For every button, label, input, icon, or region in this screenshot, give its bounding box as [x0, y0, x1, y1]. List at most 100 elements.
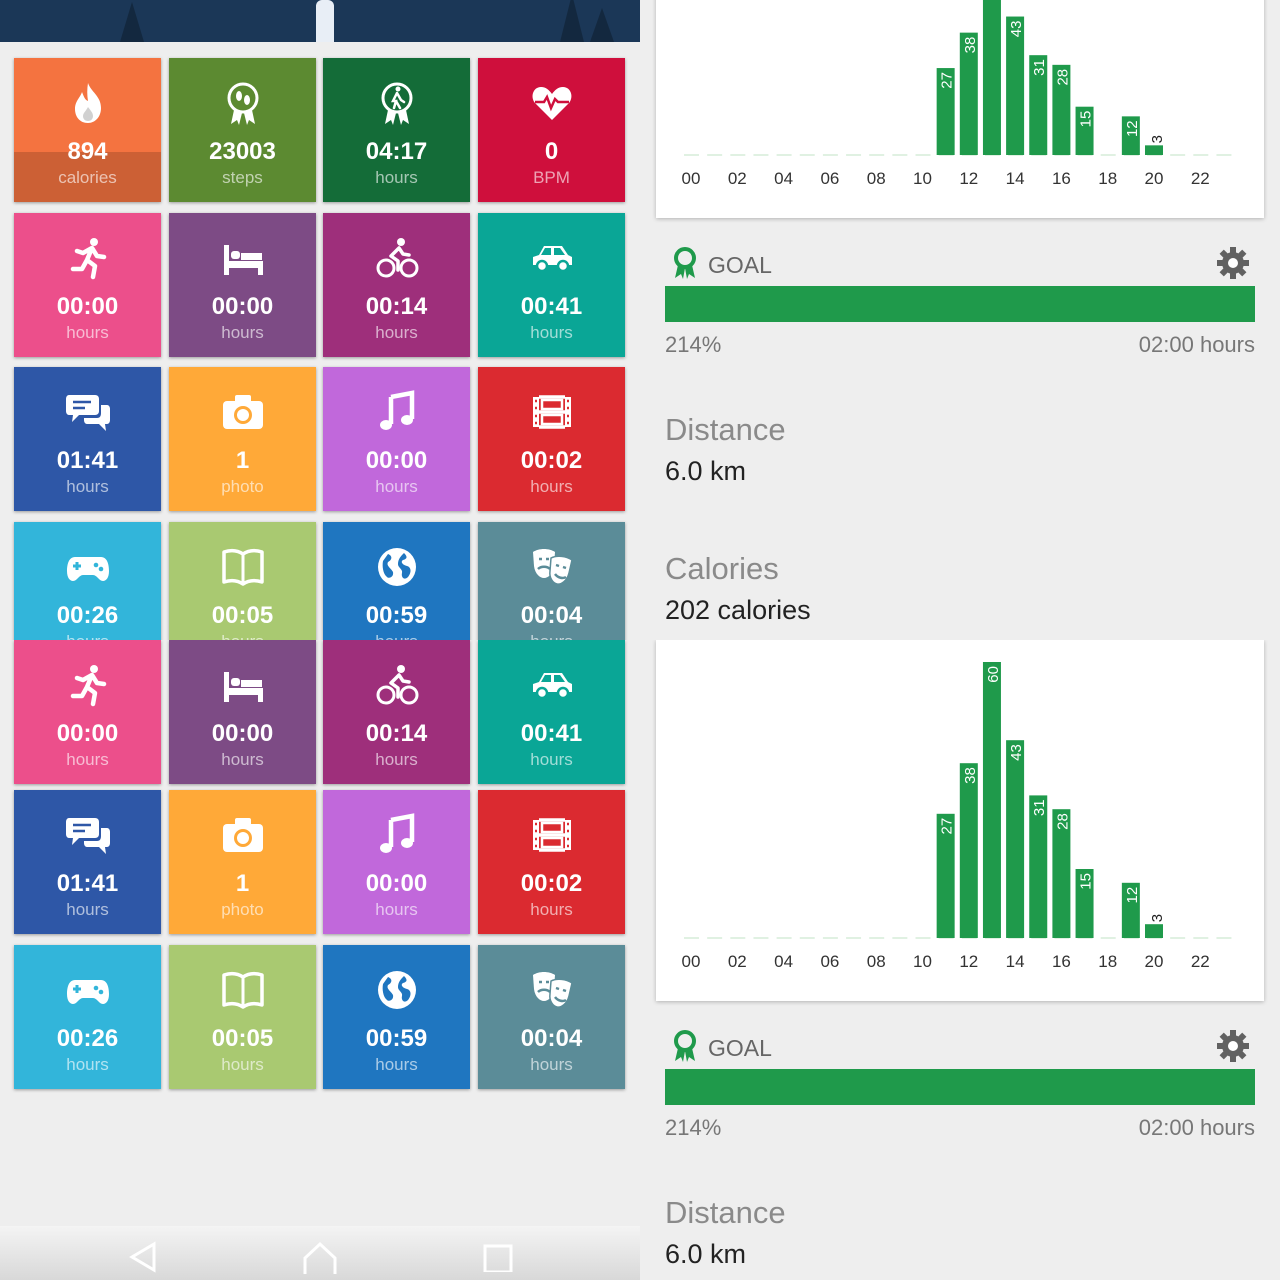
tile-value: 00:00 — [211, 293, 274, 320]
tile-value: 00:00 — [211, 720, 274, 747]
cycling-icon — [323, 658, 470, 712]
navigation-bar — [0, 1226, 640, 1280]
tile-cycling[interactable]: 00:14 hours — [323, 640, 470, 784]
tile-unit: hours — [221, 750, 264, 769]
tile-camera[interactable]: 1 photo — [169, 367, 316, 511]
tile-unit: hours — [375, 1055, 418, 1074]
award-ribbon-icon — [674, 247, 696, 279]
tile-value: 00:14 — [365, 720, 428, 747]
tile-shade — [14, 152, 161, 202]
film-icon — [478, 385, 625, 439]
chart-card: 27 38 60 43 31 28 15 12 3 00 02 04 06 08 10 12 14 16 18 20 2… — [656, 640, 1264, 1001]
chart-tick-label: 14 — [1006, 169, 1025, 188]
goal-progress-fill — [665, 286, 1255, 322]
tile-unit: hours — [530, 750, 573, 769]
tile-value: 00:59 — [365, 1025, 428, 1052]
tile-theater-masks[interactable]: 00:04 hours — [478, 522, 625, 640]
chat-icon — [14, 808, 161, 862]
back-icon[interactable] — [126, 1240, 160, 1274]
distance-value: 6.0 km — [665, 456, 747, 486]
tile-value: 00:00 — [56, 293, 119, 320]
tile-running[interactable]: 00:00 hours — [14, 640, 161, 784]
chart-tick-label: 12 — [959, 169, 978, 188]
tile-book[interactable]: 00:05 hours — [169, 522, 316, 640]
tile-theater-masks[interactable]: 00:04 hours — [478, 945, 625, 1089]
goal-progress-bar — [665, 1069, 1255, 1105]
recents-icon[interactable] — [482, 1240, 514, 1272]
home-icon[interactable] — [302, 1240, 338, 1276]
chart-bar — [959, 32, 978, 155]
gear-icon[interactable] — [1216, 1029, 1250, 1063]
chart-bar — [1145, 145, 1163, 155]
tile-unit: photo — [221, 900, 264, 919]
chart-bar — [1006, 16, 1025, 155]
tile-value: 00:05 — [211, 1025, 274, 1052]
tile-globe[interactable]: 00:59 hours — [323, 945, 470, 1089]
tile-unit: hours — [66, 750, 109, 769]
chart-bar — [1029, 55, 1048, 155]
tile-cycling[interactable]: 00:14 hours — [323, 213, 470, 357]
chart-data-label: 27 — [939, 72, 956, 89]
car-icon — [478, 231, 625, 285]
tile-value: 0 — [544, 138, 559, 165]
chart-tick-label: 20 — [1145, 952, 1164, 971]
chart-data-label: 27 — [939, 818, 956, 835]
tile-unit: hours — [323, 632, 470, 640]
walk-award-icon — [323, 76, 470, 130]
tile-value: 1 — [235, 447, 250, 474]
tile-music[interactable]: 00:00 hours — [323, 790, 470, 934]
tile-unit: hours — [375, 900, 418, 919]
tile-value: 23003 — [209, 138, 276, 165]
tile-unit: hours — [66, 1055, 109, 1074]
tile-value: 00:04 — [520, 1025, 583, 1052]
tile-value: 00:26 — [56, 602, 119, 629]
chart-tick-label: 06 — [820, 952, 839, 971]
tile-gamepad[interactable]: 00:26 hours — [14, 522, 161, 640]
tile-walk-award[interactable]: 04:17 hours — [323, 58, 470, 202]
header-banner — [0, 0, 640, 42]
tile-camera[interactable]: 1 photo — [169, 790, 316, 934]
goal-target: 02:00 hours — [1138, 1115, 1255, 1140]
tile-chat[interactable]: 01:41 hours — [14, 790, 161, 934]
tile-car[interactable]: 00:41 hours — [478, 640, 625, 784]
goal-header: GOAL — [670, 1027, 1260, 1067]
tile-gamepad[interactable]: 00:26 hours — [14, 945, 161, 1089]
chart-bar — [1075, 106, 1094, 155]
chart-bar — [936, 68, 955, 155]
person-figure — [316, 0, 334, 42]
gamepad-icon — [14, 540, 161, 594]
tile-value: 00:04 — [520, 602, 583, 629]
chart-data-label: 31 — [1031, 799, 1048, 816]
chart-tick-label: 10 — [913, 952, 932, 971]
tile-steps-award[interactable]: 23003 steps — [169, 58, 316, 202]
chart-bar — [982, 0, 1001, 155]
tile-film[interactable]: 00:02 hours — [478, 790, 625, 934]
goal-title: GOAL — [708, 1035, 772, 1061]
goal-progress-bar — [665, 286, 1255, 322]
tile-running[interactable]: 00:00 hours — [14, 213, 161, 357]
chart-data-label: 38 — [962, 37, 979, 54]
tile-unit: photo — [221, 477, 264, 496]
tile-music[interactable]: 00:00 hours — [323, 367, 470, 511]
book-icon — [169, 963, 316, 1017]
tile-flame[interactable]: 894 calories — [14, 58, 161, 202]
tile-unit: BPM — [533, 168, 570, 187]
tile-bed[interactable]: 00:00 hours — [169, 213, 316, 357]
tile-film[interactable]: 00:02 hours — [478, 367, 625, 511]
tile-bed[interactable]: 00:00 hours — [169, 640, 316, 784]
flame-icon — [14, 76, 161, 130]
gear-icon[interactable] — [1216, 246, 1250, 280]
chart-bar — [982, 662, 1001, 938]
tile-book[interactable]: 00:05 hours — [169, 945, 316, 1089]
tile-chat[interactable]: 01:41 hours — [14, 367, 161, 511]
chart-bar — [1121, 882, 1140, 938]
tile-car[interactable]: 00:41 hours — [478, 213, 625, 357]
goal-title: GOAL — [708, 252, 772, 278]
tile-heart-rate[interactable]: 0 BPM — [478, 58, 625, 202]
chart-bar — [1145, 924, 1163, 938]
goal-progress-fill — [665, 1069, 1255, 1105]
tile-unit: hours — [221, 323, 264, 342]
tile-globe[interactable]: 00:59 hours — [323, 522, 470, 640]
tile-value: 00:41 — [520, 293, 583, 320]
chart-bar — [1121, 116, 1140, 155]
